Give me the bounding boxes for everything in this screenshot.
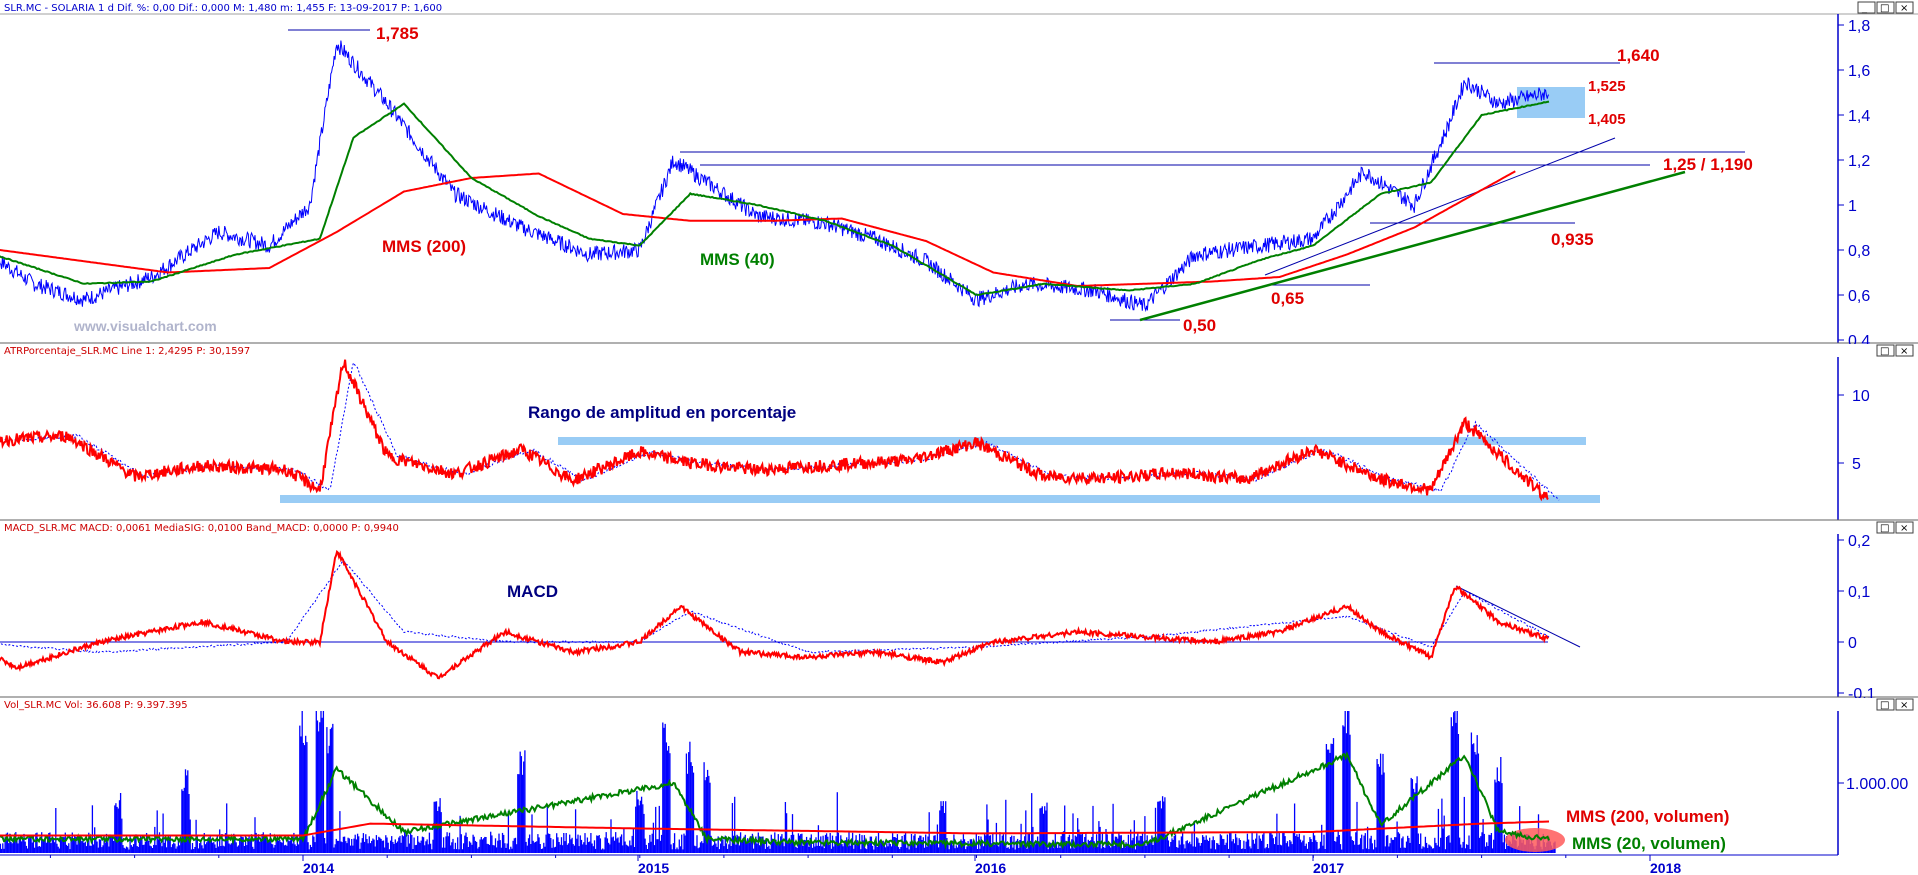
close-icon: × [1900,700,1908,711]
volume-panel-header: Vol_SLR.MC Vol: 36.608 P: 9.397.395 [4,700,188,711]
watermark: www.visualchart.com [73,318,217,334]
atr-series-line [0,359,1549,502]
macd-panel: MACD_SLR.MC MACD: 0,0061 MediaSIG: 0,010… [0,521,1918,703]
maximize-icon: □ [1880,700,1889,711]
macd-window-buttons[interactable]: □ × [1876,521,1914,534]
atr-panel: ATRPorcentaje_SLR.MC Line 1: 2,4295 P: 3… [0,344,1918,521]
x-tick-label: 2016 [975,860,1006,875]
label-low-065: 0,65 [1271,289,1304,308]
macd-close-button[interactable] [1895,521,1914,534]
price-window-buttons[interactable]: _ □ × [1857,1,1914,14]
close-icon: × [1900,3,1908,14]
minimize-icon: _ [1861,3,1868,14]
volume-window-buttons[interactable]: □ × [1876,698,1914,711]
macd-maximize-button[interactable] [1876,521,1895,534]
green-trendline [1139,170,1686,322]
price-y-tick-label: 0,8 [1848,243,1870,260]
label-vol-mms200: MMS (200, volumen) [1566,807,1729,826]
atr-lower-band [280,495,1600,503]
label-high-2017: 1,640 [1617,46,1660,65]
maximize-icon: □ [1880,3,1889,14]
price-panel: SLR.MC - SOLARIA 1 d Dif. %: 0,00 Dif.: … [0,0,1918,350]
price-y-tick-label: 1,8 [1848,18,1870,35]
volume-ma200-line [0,820,1550,837]
macd-y-tick-label: 0 [1848,635,1857,652]
macd-y-tick-label: 0,2 [1848,533,1870,550]
close-button[interactable] [1895,1,1914,14]
atr-close-button[interactable] [1895,344,1914,357]
atr-panel-header: ATRPorcentaje_SLR.MC Line 1: 2,4295 P: 3… [4,346,250,357]
ma200-series-line [0,170,1516,288]
consolidation-box [1517,87,1585,118]
volume-maximize-button[interactable] [1876,698,1895,711]
atr-upper-band [558,437,1586,445]
volume-panel: Vol_SLR.MC Vol: 36.608 P: 9.397.395 □ × … [0,698,1918,855]
label-atr: Rango de amplitud en porcentaje [528,403,796,422]
atr-maximize-button[interactable] [1876,344,1895,357]
macd-signal-line [0,560,1550,654]
label-mms200: MMS (200) [382,237,466,256]
maximize-button[interactable] [1876,1,1895,14]
label-box-top: 1,525 [1588,78,1626,95]
label-resistance: 1,25 / 1,190 [1663,155,1753,174]
price-series-line [0,40,1550,313]
volume-y-tick-label: 1.000.00 [1846,776,1908,793]
volume-bars [0,711,1556,853]
maximize-icon: □ [1880,346,1889,357]
macd-series-line [0,549,1550,680]
close-icon: × [1900,346,1908,357]
price-y-tick-label: 1,4 [1848,108,1870,125]
volume-ma20-line [0,751,1550,850]
label-vol-mms20: MMS (20, volumen) [1572,834,1726,853]
x-axis: 2014 2015 2016 2017 2018 [0,854,1838,875]
price-y-tick-label: 1,2 [1848,153,1870,170]
atr-y-tick-label: 10 [1852,388,1870,405]
label-support-935: 0,935 [1551,230,1594,249]
maximize-icon: □ [1880,523,1889,534]
atr-y-tick-label: 5 [1852,456,1861,473]
close-icon: × [1900,523,1908,534]
price-y-tick-label: 0,6 [1848,288,1870,305]
macd-y-tick-label: 0,1 [1848,584,1870,601]
atr-y-axis: 5 10 [1838,388,1870,473]
x-tick-label: 2017 [1313,860,1344,875]
price-y-tick-label: 1 [1848,198,1857,215]
volume-highlight [1505,828,1565,852]
label-macd: MACD [507,582,558,601]
blue-trendline [1264,137,1616,276]
volume-close-button[interactable] [1895,698,1914,711]
macd-panel-header: MACD_SLR.MC MACD: 0,0061 MediaSIG: 0,010… [4,523,399,534]
macd-trendline [1455,585,1581,648]
price-panel-header: SLR.MC - SOLARIA 1 d Dif. %: 0,00 Dif.: … [4,3,442,14]
atr-window-buttons[interactable]: □ × [1876,344,1914,357]
label-low-050: 0,50 [1183,316,1216,335]
price-y-tick-label: 1,6 [1848,63,1870,80]
x-tick-label: 2015 [638,860,669,875]
x-tick-label: 2014 [303,860,334,875]
minimize-button[interactable] [1857,1,1876,14]
volume-y-axis: 1.000.00 [1838,776,1908,793]
x-tick-label: 2018 [1650,860,1681,875]
ma40-series-line [0,100,1550,296]
label-high-2014: 1,785 [376,24,419,43]
label-box-bottom: 1,405 [1588,111,1626,128]
label-mms40: MMS (40) [700,250,775,269]
